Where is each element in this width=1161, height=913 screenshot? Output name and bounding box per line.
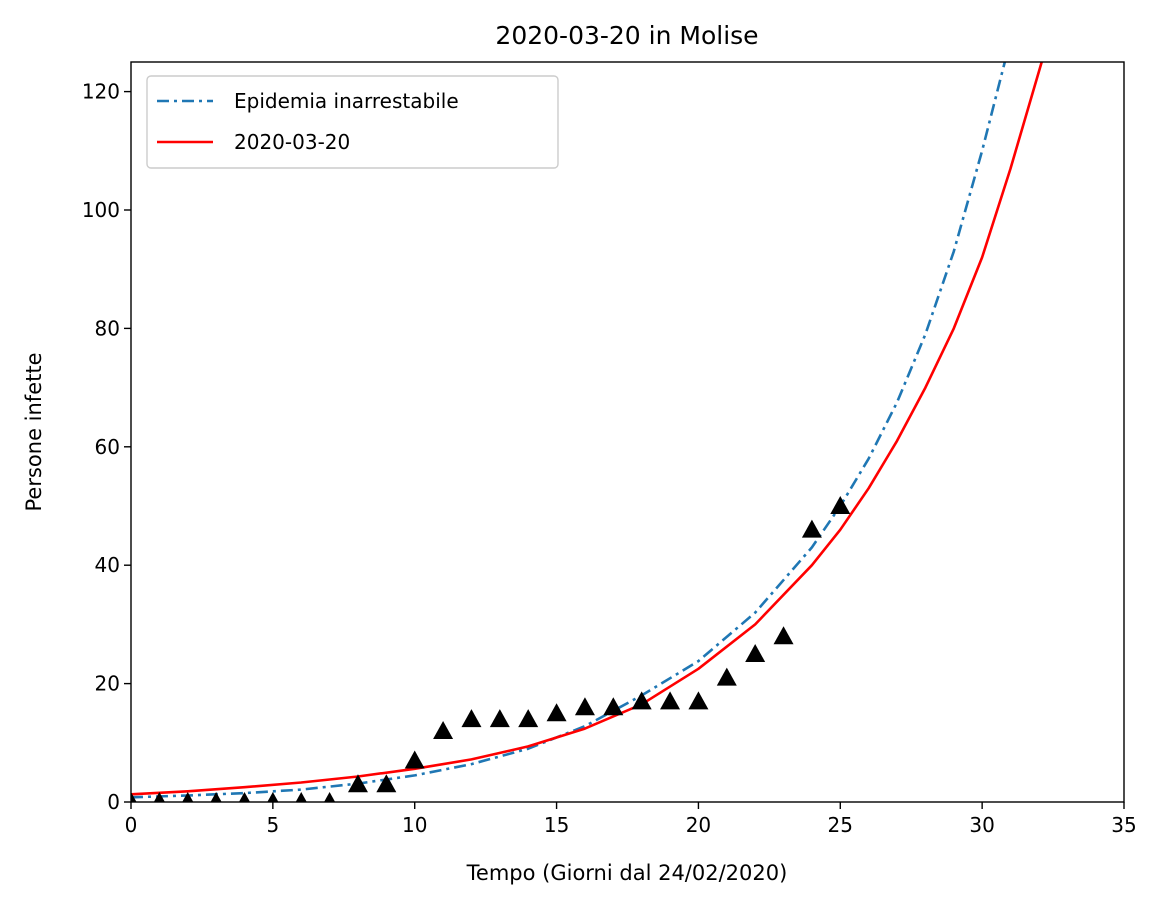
- data-point-marker: [546, 703, 567, 722]
- data-point-marker: [295, 792, 307, 802]
- y-tick-label: 80: [95, 316, 120, 340]
- x-tick-label: 25: [828, 813, 853, 837]
- data-point-marker: [210, 792, 222, 802]
- legend: Epidemia inarrestabile 2020-03-20: [146, 75, 559, 169]
- y-axis-label: Persone infette: [22, 352, 46, 511]
- x-tick-label: 35: [1111, 813, 1136, 837]
- data-point-marker: [631, 691, 652, 710]
- data-point-marker: [574, 697, 595, 716]
- data-point-marker: [238, 792, 251, 802]
- data-point-marker: [716, 667, 737, 686]
- data-point-marker: [324, 792, 336, 802]
- legend-box: [146, 75, 559, 169]
- data-point-marker: [801, 519, 822, 538]
- x-tick-label: 5: [266, 813, 279, 837]
- x-tick-label: 30: [969, 813, 994, 837]
- data-point-marker: [182, 792, 194, 802]
- x-tick-label: 0: [125, 813, 138, 837]
- data-point-marker: [489, 709, 510, 728]
- y-tick-label: 0: [107, 790, 120, 814]
- y-tick-label: 60: [95, 435, 120, 459]
- y-tick-label: 20: [95, 672, 120, 696]
- data-point-marker: [830, 496, 851, 514]
- x-tick-label: 10: [402, 813, 427, 837]
- plot-frame: [130, 61, 1125, 803]
- data-point-marker: [745, 644, 766, 662]
- legend-label-2020-03-20: 2020-03-20: [234, 130, 350, 154]
- data-point-marker: [267, 792, 279, 802]
- axis-ticks: 0 5 10 15 20 25 30 35 0 20 40 60 80 100 120: [82, 80, 1137, 837]
- data-point-marker: [518, 709, 539, 728]
- data-point-marker: [131, 792, 137, 802]
- y-tick-label: 100: [82, 198, 120, 222]
- data-point-marker: [376, 774, 397, 793]
- legend-label-epidemia: Epidemia inarrestabile: [234, 89, 459, 113]
- x-axis-label: Tempo (Giorni dal 24/02/2020): [466, 861, 788, 885]
- data-point-marker: [347, 774, 368, 793]
- series-layer: [131, 62, 1043, 802]
- x-tick-label: 15: [544, 813, 569, 837]
- data-point-marker: [404, 750, 425, 769]
- data-point-marker: [773, 626, 794, 645]
- data-point-marker: [603, 697, 624, 716]
- y-tick-label: 120: [82, 80, 120, 104]
- data-point-marker: [660, 691, 681, 710]
- series-line-0: [131, 62, 1007, 799]
- chart-title: 2020-03-20 in Molise: [495, 21, 758, 50]
- data-point-marker: [433, 720, 454, 739]
- x-tick-label: 20: [686, 813, 711, 837]
- series-line-1: [131, 62, 1043, 796]
- y-tick-label: 40: [95, 553, 120, 577]
- data-point-marker: [461, 709, 482, 728]
- data-point-marker: [153, 792, 165, 802]
- data-point-marker: [688, 691, 709, 710]
